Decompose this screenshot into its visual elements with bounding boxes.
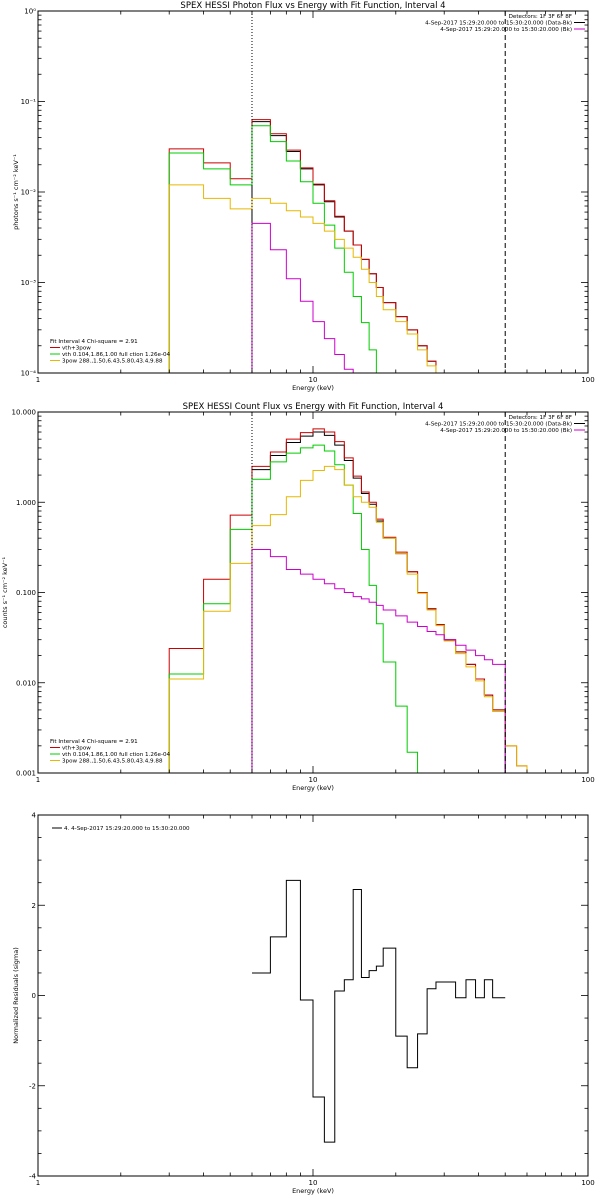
legend-top-entry: 4-Sep-2017 15:29:20.000 to 15:30:20.000 … (425, 21, 572, 27)
legend-bottom-entry: vth 0.104,1.86,1.00 full ction 1.26e-04 (62, 352, 171, 358)
plot-frame (37, 814, 589, 1177)
chart-title: SPEX HESSI Photon Flux vs Energy with Fi… (180, 1, 445, 11)
legend-top-entry: Detectors: 1F 3F 6F 8F (509, 415, 572, 421)
y-axis: -4 -2 0 2 4 Normalized Residuals (sigma) (12, 812, 588, 1181)
x-tick-label: 10 (309, 376, 318, 384)
y-tick-label: 0.010 (16, 679, 36, 687)
legend-bottom-entry: 3pow 288.,1.50,6.43,5.80,43.4,9.88 (62, 359, 163, 365)
legend-bottom-entry: vth+3pow (62, 346, 91, 352)
y-tick-label: 10⁻³ (21, 279, 37, 287)
series-vth-3pow (168, 428, 528, 773)
legend-bottom-entry: Fit Interval 4 Chi-square = 2.91 (50, 339, 138, 345)
y-axis-label: counts s⁻¹ cm⁻² keV⁻¹ (1, 556, 9, 628)
x-axis: 1 10 100 Energy (keV) (36, 412, 595, 792)
chart-title: SPEX HESSI Count Flux vs Energy with Fit… (183, 402, 444, 412)
x-axis: 1 10 100 Energy (keV) (36, 11, 595, 392)
series-bk (251, 222, 493, 373)
plot-area (168, 428, 528, 773)
legend-top-entry: 4-Sep-2017 15:29:20.000 to 15:30:20.000 … (425, 422, 572, 428)
y-tick-label: 0.100 (16, 589, 36, 597)
series-data (251, 431, 506, 773)
y-tick-label: 10.000 (12, 409, 37, 417)
legend-top-entry: 4-Sep-2017 15:29:20.000 to 15:30:20.000 … (440, 428, 572, 434)
legend-top: Detectors: 1F 3F 6F 8F4-Sep-2017 15:29:2… (425, 14, 585, 33)
legend-bottom-entry: vth+3pow (62, 746, 91, 752)
plot-area (251, 879, 506, 1143)
series-residuals (251, 879, 506, 1143)
y-tick-label: 10⁻⁴ (21, 370, 37, 378)
series-3pow (168, 465, 528, 773)
y-tick-label: -2 (29, 1082, 36, 1090)
x-tick-label: 1 (36, 776, 40, 784)
y-tick-label: 2 (32, 902, 36, 910)
series-vth (168, 444, 428, 773)
panel-2: SPEX HESSI Count Flux vs Energy with Fit… (1, 402, 595, 792)
y-axis: 0.001 0.010 0.100 1.000 10.000 counts s⁻¹ cm⁻… (1, 409, 588, 778)
x-tick-label: 10 (309, 1179, 318, 1187)
x-axis-label: Energy (keV) (292, 384, 334, 392)
legend-top: Detectors: 1F 3F 6F 8F4-Sep-2017 15:29:2… (425, 415, 585, 434)
x-tick-label: 100 (581, 776, 594, 784)
panel-3: 1 10 100 Energy (keV) -4 -2 0 2 4 Normalized Resi… (12, 812, 595, 1196)
legend-bottom-entry: 3pow 288.,1.50,6.43,5.80,43.4,9.88 (62, 759, 163, 765)
y-tick-label: -4 (29, 1173, 37, 1181)
x-axis-label: Energy (keV) (292, 784, 334, 792)
x-axis: 1 10 100 Energy (keV) (36, 815, 595, 1195)
y-axis: 10⁻⁴ 10⁻³ 10⁻² 10⁻¹ 10⁰ photons s⁻¹ cm⁻² keV⁻… (12, 8, 588, 378)
y-tick-label: 4 (32, 812, 37, 820)
series-vth-3pow (168, 119, 527, 373)
legend-top: 4. 4-Sep-2017 15:29:20.000 to 15:30:20.0… (52, 826, 190, 832)
y-tick-label: 10⁰ (24, 8, 36, 16)
y-axis-label: Normalized Residuals (sigma) (12, 947, 20, 1044)
y-tick-label: 10⁻¹ (21, 98, 37, 106)
x-axis-label: Energy (keV) (292, 1187, 334, 1195)
y-tick-label: 0.001 (16, 770, 36, 778)
series-data (251, 121, 506, 373)
x-tick-label: 1 (36, 1179, 40, 1187)
series-vth (168, 125, 436, 373)
y-tick-label: 1.000 (16, 499, 36, 507)
y-tick-label: 10⁻² (21, 189, 37, 197)
legend-bottom-entry: vth 0.104,1.86,1.00 full ction 1.26e-04 (62, 752, 171, 758)
y-axis-label: photons s⁻¹ cm⁻² keV⁻¹ (12, 154, 20, 230)
plot-area (168, 119, 527, 373)
x-tick-label: 100 (581, 376, 594, 384)
panel-1: SPEX HESSI Photon Flux vs Energy with Fi… (12, 1, 595, 392)
x-tick-label: 10 (309, 776, 318, 784)
legend-bottom: Fit Interval 4 Chi-square = 2.91vth+3pow… (50, 739, 171, 765)
x-tick-label: 100 (581, 1179, 594, 1187)
x-tick-label: 1 (36, 376, 40, 384)
legend-top-entry: Detectors: 1F 3F 6F 8F (509, 14, 572, 20)
legend-bottom: Fit Interval 4 Chi-square = 2.91vth+3pow… (50, 339, 171, 365)
legend-bottom-entry: Fit Interval 4 Chi-square = 2.91 (50, 739, 138, 745)
series-3pow (168, 184, 527, 373)
legend-top-entry: 4-Sep-2017 15:29:20.000 to 15:30:20.000 … (440, 27, 572, 33)
y-tick-label: 0 (32, 992, 36, 1000)
legend-entry: 4. 4-Sep-2017 15:29:20.000 to 15:30:20.0… (64, 826, 190, 832)
series-bk (251, 548, 506, 773)
